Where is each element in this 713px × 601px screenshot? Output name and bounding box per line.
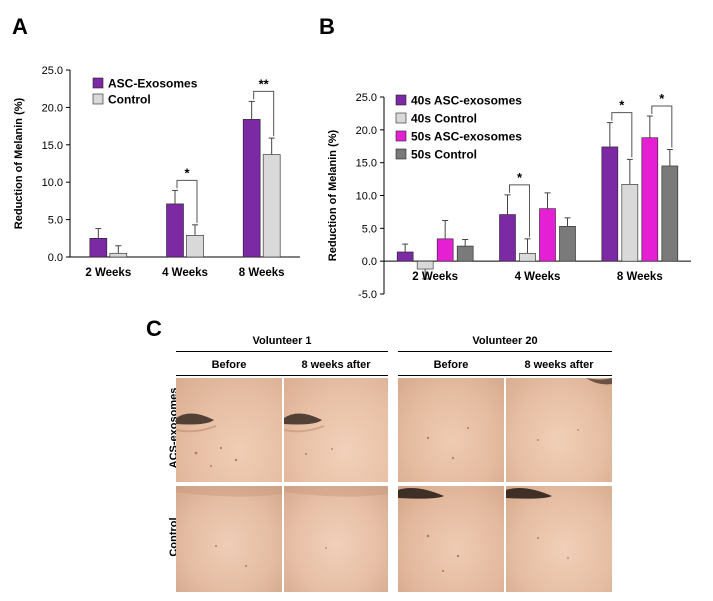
bar — [621, 184, 639, 262]
bar — [456, 245, 474, 262]
y-tick-label: 10.0 — [356, 191, 377, 203]
significance-bracket — [176, 179, 198, 223]
bar — [416, 260, 434, 270]
legend-swatch — [92, 77, 104, 89]
bar — [166, 203, 184, 258]
bar — [396, 251, 414, 262]
skin-photo — [506, 486, 612, 592]
legend-label: 40s ASC-exosomes — [411, 94, 522, 108]
legend-label: Control — [108, 93, 151, 107]
legend-label: ASC-Exosomes — [108, 77, 198, 91]
bar — [499, 214, 516, 262]
skin-photo — [176, 378, 282, 482]
legend-swatch — [92, 93, 104, 105]
y-axis-label: Reduction of Melanin (%) — [327, 129, 339, 261]
bar — [109, 252, 128, 258]
y-tick-label: 0.0 — [48, 252, 63, 264]
bar — [641, 137, 659, 262]
header-line — [176, 351, 388, 352]
y-tick-label: 20.0 — [42, 102, 63, 114]
y-tick-label: 5.0 — [362, 223, 377, 235]
volunteer-1-header: Volunteer 1 — [252, 335, 312, 347]
volunteer-20-header: Volunteer 20 — [472, 335, 538, 347]
legend-label: 50s ASC-exosomes — [411, 130, 522, 144]
y-tick-label: 0.0 — [362, 256, 377, 268]
y-axis-label: Reduction of Melanin (%) — [13, 97, 25, 229]
bar — [559, 226, 576, 262]
panel-a-letter: A — [12, 14, 28, 39]
y-tick-label: 15.0 — [356, 158, 377, 170]
skin-photo — [398, 378, 504, 482]
bar — [519, 252, 536, 262]
significance-marker: * — [184, 165, 190, 180]
y-tick-label: 10.0 — [42, 177, 63, 189]
x-tick-label: 2 Weeks — [412, 271, 458, 283]
significance-marker: * — [659, 91, 665, 106]
legend-swatch — [395, 112, 407, 124]
bar — [601, 146, 619, 262]
y-tick-label: 25.0 — [356, 92, 377, 104]
skin-photo — [176, 486, 282, 592]
bar — [242, 119, 261, 258]
x-tick-label: 4 Weeks — [515, 271, 561, 283]
column-header: 8 weeks after — [524, 359, 594, 371]
y-tick-label: 20.0 — [356, 125, 377, 137]
panel-c-letter: C — [146, 316, 162, 341]
legend-swatch — [395, 94, 407, 106]
skin-photo — [398, 486, 504, 592]
x-tick-label: 8 Weeks — [617, 271, 663, 283]
bar — [539, 208, 556, 262]
skin-photo — [506, 378, 612, 482]
column-header: Before — [433, 359, 469, 371]
significance-bracket — [651, 105, 673, 148]
legend-swatch — [395, 148, 407, 160]
skin-photo — [284, 378, 388, 482]
bar — [186, 235, 204, 258]
x-tick-label: 8 Weeks — [239, 267, 285, 279]
bar — [436, 238, 454, 262]
skin-photo — [284, 486, 388, 592]
chart-b: -5.0 0.0 5.0 10.0 15.0 20.0 25.0 Reduction of M… — [327, 91, 691, 301]
legend-swatch — [395, 130, 407, 142]
header-line — [398, 375, 612, 376]
bar — [262, 154, 281, 258]
significance-marker: * — [517, 170, 523, 185]
panel-b-letter: B — [319, 14, 335, 39]
y-tick-label: 5.0 — [48, 215, 63, 227]
bar — [89, 238, 108, 258]
column-header: Before — [211, 359, 247, 371]
significance-bracket — [253, 90, 275, 137]
significance-bracket — [509, 184, 530, 237]
column-header: 8 weeks after — [301, 359, 371, 371]
header-line — [398, 351, 612, 352]
y-tick-label: 15.0 — [42, 140, 63, 152]
y-tick-label: -5.0 — [358, 289, 377, 301]
x-tick-label: 2 Weeks — [85, 267, 131, 279]
legend-label: 40s Control — [411, 112, 477, 126]
chart-a: 0.0 5.0 10.0 15.0 20.0 25.0 Reduction of Melan… — [13, 65, 300, 279]
legend-label: 50s Control — [411, 148, 477, 162]
significance-marker: * — [619, 98, 625, 113]
y-tick-label: 25.0 — [42, 65, 63, 77]
x-tick-label: 4 Weeks — [162, 267, 208, 279]
bar — [661, 165, 679, 262]
significance-bracket — [611, 112, 633, 158]
significance-marker: ** — [259, 76, 270, 91]
header-line — [176, 375, 388, 376]
